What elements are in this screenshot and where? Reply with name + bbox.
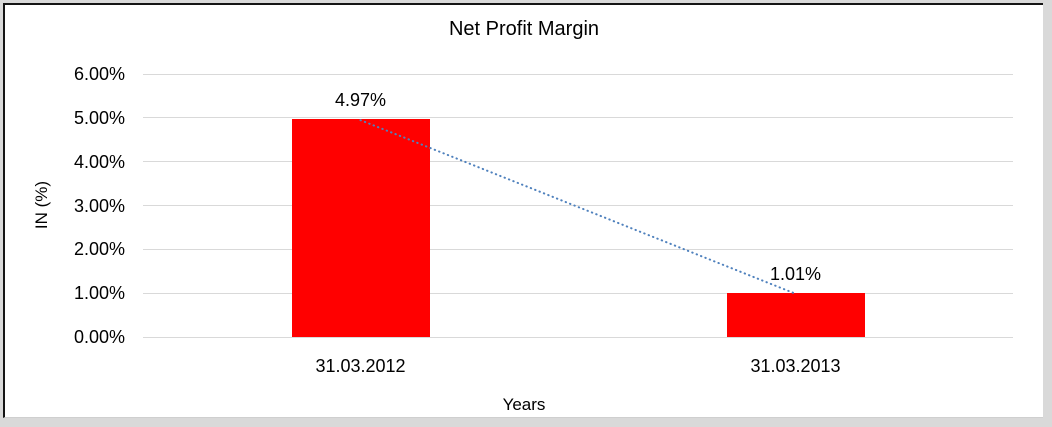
gridline	[143, 73, 1013, 75]
y-axis-title: IN (%)	[32, 180, 51, 230]
gridline	[143, 117, 1013, 119]
bar	[726, 292, 865, 337]
chart-title: Net Profit Margin	[448, 18, 600, 40]
bar	[291, 119, 430, 337]
y-tick-label: 5.00%	[73, 107, 125, 128]
x-axis-title: Years	[502, 395, 546, 414]
y-tick-label: 1.00%	[73, 283, 125, 304]
gridline	[143, 161, 1013, 163]
y-tick-label: 4.00%	[73, 151, 125, 172]
gridline	[143, 205, 1013, 206]
gridline	[143, 336, 1013, 338]
x-category-label: 31.03.2012	[315, 356, 406, 376]
bar-data-label: 1.01%	[769, 263, 822, 284]
x-category-label: 31.03.2013	[750, 356, 841, 376]
y-tick-label: 2.00%	[73, 239, 125, 260]
chart-frame	[3, 3, 1043, 418]
y-tick-label: 0.00%	[73, 327, 125, 347]
y-tick-label: 3.00%	[73, 195, 125, 216]
gridline	[143, 248, 1013, 250]
bar-data-label: 4.97%	[334, 90, 387, 111]
y-tick-label: 6.00%	[73, 64, 125, 84]
gridline	[143, 292, 1013, 294]
